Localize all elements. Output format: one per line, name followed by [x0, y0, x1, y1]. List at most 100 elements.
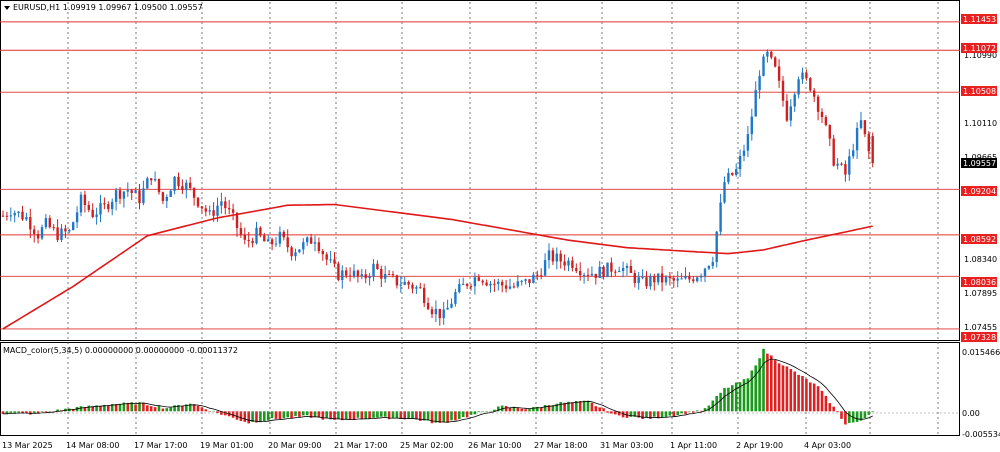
candle: [524, 278, 527, 285]
macd-bar: [614, 411, 617, 415]
macd-bar: [793, 371, 796, 412]
candle: [816, 94, 820, 121]
macd-bar: [516, 407, 520, 412]
macd-bar: [528, 409, 531, 412]
macd-bar: [723, 387, 726, 412]
macd-bar: [575, 401, 578, 412]
candle: [621, 261, 625, 278]
macd-bar: [617, 411, 621, 416]
candle: [813, 88, 816, 102]
macd-bar: [508, 407, 512, 412]
candle: [294, 248, 297, 261]
candle: [477, 274, 480, 282]
macd-bar: [134, 404, 137, 412]
macd-bar: [524, 409, 527, 412]
macd-bar: [559, 402, 562, 412]
macd-bar: [419, 411, 422, 421]
macd-bar: [103, 404, 106, 412]
candle: [738, 149, 742, 177]
candle: [138, 183, 141, 210]
time-label: 17 Mar 17:00: [134, 441, 187, 450]
candle: [586, 268, 590, 282]
candle: [1, 210, 5, 217]
macd-bar: [44, 411, 48, 413]
macd-bar: [469, 411, 473, 415]
candle: [5, 211, 9, 221]
candle: [434, 300, 438, 323]
candle: [75, 206, 79, 229]
macd-bar: [438, 411, 442, 423]
candle: [610, 257, 613, 278]
candle: [40, 224, 44, 240]
candle: [828, 124, 831, 146]
macd-bar: [344, 411, 348, 420]
macd-bar: [247, 411, 250, 424]
candle: [391, 270, 395, 278]
macd-bar: [321, 411, 325, 420]
candle: [789, 99, 792, 127]
macd-bar: [36, 411, 40, 414]
candle: [758, 70, 761, 99]
macd-bar: [493, 409, 496, 412]
candle: [645, 271, 648, 289]
candle: [25, 212, 28, 221]
candle: [497, 278, 500, 291]
macd-bar: [637, 411, 640, 418]
collapse-triangle-icon[interactable]: [4, 6, 10, 10]
candle: [598, 260, 601, 278]
macd-bar: [364, 411, 367, 419]
macd-bar: [192, 404, 196, 412]
macd-bar: [95, 405, 98, 412]
macd-bar: [633, 411, 637, 417]
macd-bar: [403, 411, 406, 420]
candle: [204, 204, 207, 217]
candle: [540, 268, 543, 280]
candle: [485, 279, 488, 287]
candle: [317, 237, 321, 254]
candle: [536, 270, 539, 281]
candle: [177, 172, 180, 190]
macd-bar: [356, 411, 360, 418]
macd-bar: [586, 400, 590, 412]
macd-bar: [465, 411, 469, 418]
macd-bar: [290, 411, 293, 419]
macd-bar: [317, 411, 321, 418]
macd-bar: [703, 408, 707, 412]
candle: [707, 265, 711, 271]
candle: [614, 269, 617, 277]
macd-label: MACD_color(5,34,5) 0.00000000 0.00000000…: [3, 346, 238, 355]
candle: [871, 132, 874, 168]
macd-bar: [458, 411, 461, 420]
macd-bar: [298, 411, 301, 417]
candle: [547, 243, 551, 269]
candle: [243, 227, 246, 245]
macd-bar: [820, 390, 824, 412]
candle: [52, 224, 55, 231]
macd-bar: [216, 411, 219, 413]
time-label: 26 Mar 10:00: [468, 441, 521, 450]
candle: [196, 197, 200, 209]
vertical-grid: [67, 2, 939, 436]
candle: [337, 261, 340, 282]
macd-bar: [504, 405, 508, 412]
macd-bar: [91, 406, 94, 412]
candle: [60, 224, 63, 243]
moving-average-line: [2, 203, 873, 330]
candle: [325, 252, 328, 266]
macd-bar: [29, 411, 32, 415]
macd-bar: [56, 409, 59, 412]
macd-bar: [485, 411, 488, 412]
macd-bar: [146, 405, 149, 412]
candle: [278, 226, 282, 248]
candle: [251, 237, 254, 248]
candle: [68, 228, 71, 234]
candle: [231, 203, 235, 221]
macd-bar: [851, 411, 855, 423]
macd-bar: [142, 402, 145, 412]
macd-bar: [83, 407, 87, 412]
candle: [668, 271, 672, 286]
candle: [727, 168, 730, 185]
macd-bar: [329, 411, 332, 420]
macd-bar: [40, 411, 44, 412]
